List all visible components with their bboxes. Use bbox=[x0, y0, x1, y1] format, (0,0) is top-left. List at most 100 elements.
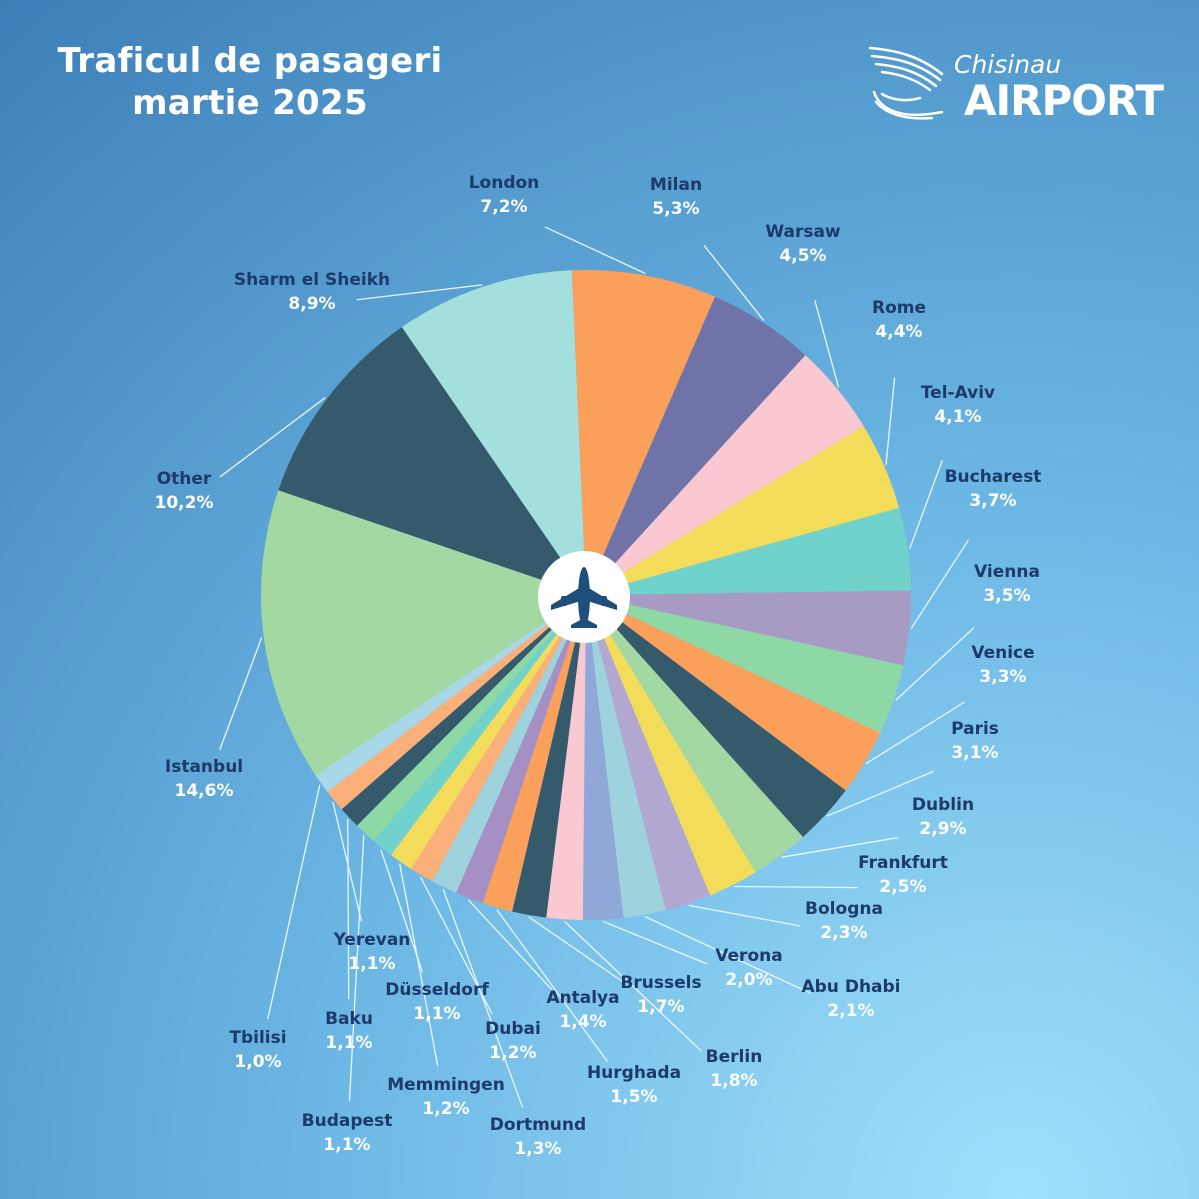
leader-line bbox=[563, 920, 702, 1052]
leader-line bbox=[468, 899, 553, 991]
slice-vienna bbox=[586, 595, 904, 733]
leader-line bbox=[826, 770, 934, 817]
slice-value-label: 3,1% bbox=[951, 743, 998, 763]
slice-venice bbox=[586, 595, 881, 791]
airplane-icon bbox=[551, 567, 617, 628]
slice-value-label: 2,3% bbox=[820, 923, 867, 943]
logo-city: Chisinau bbox=[954, 50, 1062, 79]
slice-brussels bbox=[512, 595, 586, 918]
center-badge bbox=[538, 551, 630, 643]
leader-lines bbox=[219, 226, 975, 1108]
slice-label: Dublin bbox=[912, 795, 974, 815]
slice-value-label: 1,1% bbox=[325, 1033, 372, 1053]
slice-berlin bbox=[546, 595, 586, 920]
slice-tel-aviv bbox=[586, 507, 911, 595]
slice-value-label: 2,9% bbox=[919, 819, 966, 839]
leader-line bbox=[865, 701, 966, 765]
slice-antalya bbox=[456, 595, 586, 904]
leader-line bbox=[356, 284, 483, 301]
slice-label: Memmingen bbox=[387, 1075, 505, 1095]
leader-line bbox=[380, 849, 424, 973]
chart-title: Traficul de pasageri martie 2025 bbox=[0, 40, 500, 124]
slice-d-sseldorf bbox=[373, 595, 586, 855]
slice-label: Brussels bbox=[620, 973, 701, 993]
slice-dortmund bbox=[432, 595, 586, 893]
pie-slices bbox=[261, 269, 911, 920]
slice-tbilisi bbox=[315, 595, 586, 792]
leader-line bbox=[910, 539, 970, 629]
slice-label: Rome bbox=[872, 298, 926, 318]
slice-value-label: 1,8% bbox=[710, 1071, 757, 1091]
slice-label: Tbilisi bbox=[229, 1028, 286, 1048]
slice-value-label: 14,6% bbox=[175, 781, 234, 801]
leader-line bbox=[734, 885, 859, 889]
slice-label: Frankfurt bbox=[858, 853, 948, 873]
leader-line bbox=[603, 920, 708, 965]
slice-memmingen bbox=[390, 595, 586, 869]
slice-yerevan bbox=[327, 595, 586, 810]
slice-label: Dortmund bbox=[490, 1115, 586, 1135]
leader-line bbox=[399, 863, 439, 1066]
slice-label: Bologna bbox=[805, 899, 883, 919]
slice-label: Paris bbox=[951, 719, 999, 739]
slice-value-label: 1,4% bbox=[559, 1012, 606, 1032]
leader-line bbox=[528, 916, 625, 984]
slice-label: Düsseldorf bbox=[385, 980, 489, 1000]
slice-milan bbox=[586, 296, 806, 595]
slice-label: Baku bbox=[325, 1009, 373, 1029]
leader-line bbox=[419, 876, 493, 1015]
slice-value-label: 3,7% bbox=[969, 491, 1016, 511]
slice-verona bbox=[582, 595, 624, 920]
logo-brand: AIRPORT bbox=[964, 76, 1164, 125]
slice-value-label: 1,7% bbox=[637, 997, 684, 1017]
slice-value-label: 4,5% bbox=[779, 246, 826, 266]
slice-london bbox=[571, 269, 716, 595]
slice-baku bbox=[341, 595, 586, 826]
slice-label: Venice bbox=[971, 643, 1034, 663]
slice-value-label: 3,3% bbox=[979, 667, 1026, 687]
slice-value-label: 1,3% bbox=[514, 1139, 561, 1159]
slice-value-label: 1,5% bbox=[610, 1087, 657, 1107]
slice-value-label: 8,9% bbox=[288, 294, 335, 314]
leader-line bbox=[219, 397, 326, 478]
leader-line bbox=[814, 300, 840, 388]
slice-label: Budapest bbox=[302, 1111, 393, 1131]
slice-value-label: 1,1% bbox=[323, 1135, 370, 1155]
leader-line bbox=[496, 909, 609, 1063]
slice-value-label: 10,2% bbox=[155, 493, 214, 513]
leader-line bbox=[895, 627, 975, 701]
slice-label: Tel-Aviv bbox=[921, 383, 995, 403]
slice-value-label: 2,5% bbox=[879, 877, 926, 897]
slice-value-label: 4,4% bbox=[875, 322, 922, 342]
leader-line bbox=[885, 377, 896, 465]
leader-line bbox=[688, 904, 800, 927]
slice-value-label: 1,0% bbox=[234, 1052, 281, 1072]
slice-value-label: 3,5% bbox=[983, 586, 1030, 606]
slice-sharm-el-sheikh bbox=[401, 270, 586, 595]
slice-label: Verona bbox=[715, 946, 782, 966]
slice-label: Istanbul bbox=[165, 757, 243, 777]
slice-value-label: 1,1% bbox=[348, 954, 395, 974]
title-line-2: martie 2025 bbox=[132, 83, 368, 123]
slice-bucharest bbox=[586, 590, 911, 666]
slice-label: Dubai bbox=[485, 1019, 541, 1039]
slice-other bbox=[278, 327, 586, 595]
slice-abu-dhabi bbox=[586, 595, 666, 918]
slice-label: Berlin bbox=[706, 1047, 763, 1067]
leader-line bbox=[909, 459, 943, 549]
slice-label: Bucharest bbox=[945, 467, 1042, 487]
slice-label: Antalya bbox=[546, 988, 619, 1008]
slice-value-label: 4,1% bbox=[934, 407, 981, 427]
slice-dublin bbox=[586, 595, 803, 873]
slice-rome bbox=[586, 425, 900, 595]
slice-value-label: 5,3% bbox=[652, 199, 699, 219]
slice-value-label: 2,0% bbox=[725, 970, 772, 990]
airport-logo: Chisinau AIRPORT bbox=[862, 40, 1164, 130]
leader-line bbox=[267, 784, 321, 1020]
leader-line bbox=[442, 888, 524, 1108]
leader-line bbox=[703, 244, 765, 321]
slice-label: Hurghada bbox=[587, 1063, 681, 1083]
slice-hurghada bbox=[482, 595, 586, 912]
slice-value-label: 1,2% bbox=[489, 1043, 536, 1063]
